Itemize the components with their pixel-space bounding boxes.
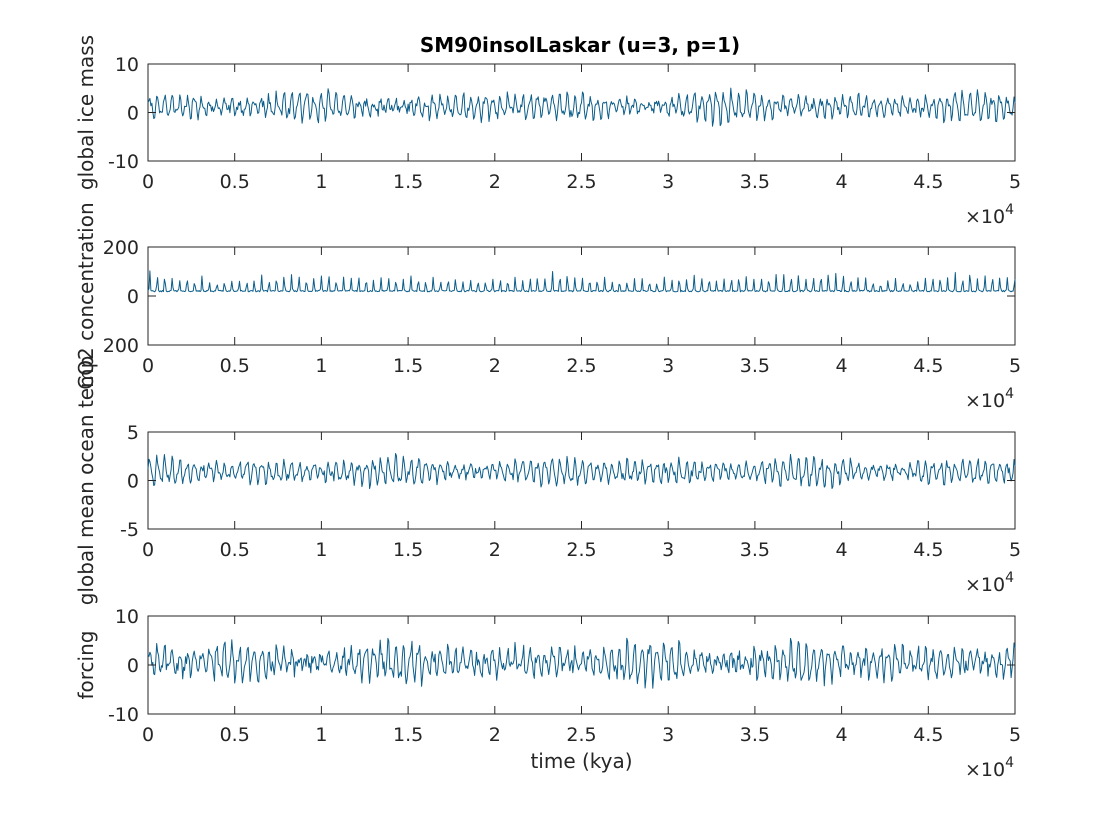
x-multiplier: ×104 <box>965 755 1014 781</box>
x-multiplier: ×104 <box>965 386 1014 412</box>
x-tick-label: 3 <box>662 355 674 377</box>
x-tick-label: 4 <box>836 355 848 377</box>
x-tick-label: 5 <box>1009 355 1021 377</box>
x-tick-label: 2.5 <box>566 724 596 746</box>
x-tick-label: 2 <box>489 355 501 377</box>
x-tick-label: 5 <box>1009 724 1021 746</box>
x-tick-label: 1.5 <box>393 355 423 377</box>
x-tick-label: 1.5 <box>393 539 423 561</box>
x-axis-label: time (kya) <box>530 749 632 773</box>
x-tick-label: 5 <box>1009 539 1021 561</box>
x-tick-label: 4.5 <box>913 355 943 377</box>
subplot-4: 0 0.5 1 1.5 2 2.5 3 3.5 4 4.5 5-10010×104forcingti… <box>74 606 1021 781</box>
x-multiplier-exponent: 4 <box>1005 755 1014 771</box>
x-tick-label: 2.5 <box>566 539 596 561</box>
x-tick-label: 0.5 <box>220 724 250 746</box>
y-tick-label: 0 <box>127 286 139 308</box>
x-multiplier: ×104 <box>965 202 1014 228</box>
x-tick-label: 3.5 <box>740 171 770 193</box>
x-tick-label: 4 <box>836 171 848 193</box>
series-line <box>147 453 1016 490</box>
y-tick-label: 200 <box>103 335 139 357</box>
x-tick-label: 5 <box>1009 171 1021 193</box>
x-multiplier-exponent: 4 <box>1005 202 1014 218</box>
y-tick-label: -10 <box>108 151 139 173</box>
x-tick-label: 2 <box>489 724 501 746</box>
x-tick-label: 3.5 <box>740 355 770 377</box>
x-tick-label: 3 <box>662 539 674 561</box>
x-tick-label: 1 <box>315 171 327 193</box>
x-tick-label: 4.5 <box>913 539 943 561</box>
y-tick-label: 0 <box>127 471 139 493</box>
series-line <box>147 637 1016 689</box>
y-tick-label: 10 <box>115 54 139 76</box>
x-tick-label: 3.5 <box>740 724 770 746</box>
x-tick-label: 1 <box>315 539 327 561</box>
x-multiplier-base: ×10 <box>965 390 1005 412</box>
x-tick-label: 0.5 <box>220 355 250 377</box>
x-multiplier-base: ×10 <box>965 759 1005 781</box>
x-tick-label: 4 <box>836 539 848 561</box>
y-axis-label: CO2 concentration <box>74 202 98 389</box>
y-tick-label: 200 <box>103 237 139 259</box>
y-axis-label: global ice mass <box>74 35 98 190</box>
x-multiplier-exponent: 4 <box>1005 386 1014 402</box>
x-tick-label: 1 <box>315 724 327 746</box>
x-multiplier-base: ×10 <box>965 574 1005 596</box>
x-tick-label: 0 <box>142 539 154 561</box>
x-tick-label: 0.5 <box>220 171 250 193</box>
x-tick-label: 0 <box>142 355 154 377</box>
axes-box <box>147 246 1016 346</box>
x-tick-label: 3 <box>662 171 674 193</box>
y-tick-label: -10 <box>108 704 139 726</box>
x-tick-label: 0.5 <box>220 539 250 561</box>
y-tick-label: 10 <box>115 606 139 628</box>
x-tick-label: 2 <box>489 171 501 193</box>
x-tick-label: 2 <box>489 539 501 561</box>
x-tick-label: 4.5 <box>913 724 943 746</box>
chart-title: SM90insolLaskar (u=3, p=1) <box>420 33 740 57</box>
y-axis-label: global mean ocean temp <box>74 356 98 606</box>
x-tick-label: 1.5 <box>393 171 423 193</box>
axes-box <box>147 431 1016 530</box>
x-tick-label: 4 <box>836 724 848 746</box>
x-tick-label: 0 <box>142 171 154 193</box>
y-tick-label: -5 <box>120 519 139 541</box>
x-multiplier-exponent: 4 <box>1005 570 1014 586</box>
series-line <box>147 87 1016 127</box>
y-tick-label: 5 <box>127 422 139 444</box>
x-multiplier: ×104 <box>965 570 1014 596</box>
x-tick-label: 2.5 <box>566 171 596 193</box>
x-tick-label: 0 <box>142 724 154 746</box>
x-tick-label: 1 <box>315 355 327 377</box>
x-tick-label: 4.5 <box>913 171 943 193</box>
y-axis-label: forcing <box>74 631 98 700</box>
y-tick-label: 0 <box>127 103 139 125</box>
x-tick-label: 3 <box>662 724 674 746</box>
x-tick-label: 3.5 <box>740 539 770 561</box>
x-multiplier-base: ×10 <box>965 206 1005 228</box>
series-line <box>147 270 1016 293</box>
x-tick-label: 2.5 <box>566 355 596 377</box>
y-tick-label: 0 <box>127 655 139 677</box>
x-tick-label: 1.5 <box>393 724 423 746</box>
